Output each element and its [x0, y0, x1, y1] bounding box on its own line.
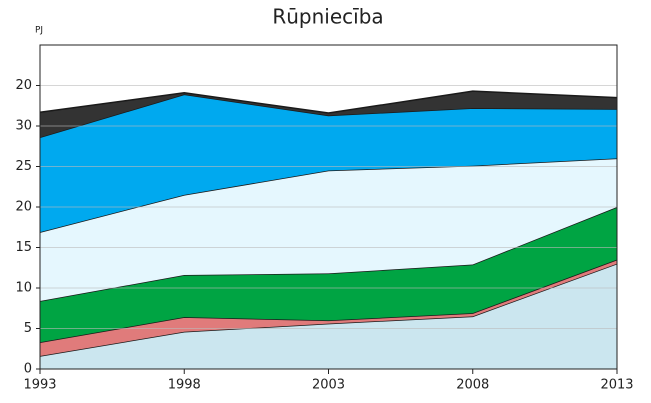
chart-title: Rūpniecība: [272, 5, 383, 29]
area: [40, 91, 617, 138]
y-tick-label: 5: [24, 321, 32, 336]
x-tick-label: 2008: [456, 378, 489, 393]
area: [40, 207, 617, 343]
y-tick-label: 20: [15, 200, 32, 215]
x-tick-label: 1998: [168, 378, 201, 393]
y-tick-label: 30: [15, 119, 32, 134]
y-axis-label: PJ: [35, 26, 43, 36]
x-tick-label: 1993: [23, 378, 56, 393]
area: [40, 158, 617, 301]
x-tick-label: 2003: [312, 378, 345, 393]
y-tick-label: 25: [15, 159, 32, 174]
y-tick-label: 15: [15, 240, 32, 255]
area-edge: [39, 90, 618, 114]
y-tick-label: 10: [15, 281, 32, 296]
y-tick-label: 0: [24, 362, 32, 377]
plot-frame: [39, 44, 618, 370]
x-tick-label: 2013: [600, 378, 633, 393]
area: [40, 94, 617, 233]
area: [40, 263, 617, 369]
y-tick-label: 20: [15, 78, 32, 93]
